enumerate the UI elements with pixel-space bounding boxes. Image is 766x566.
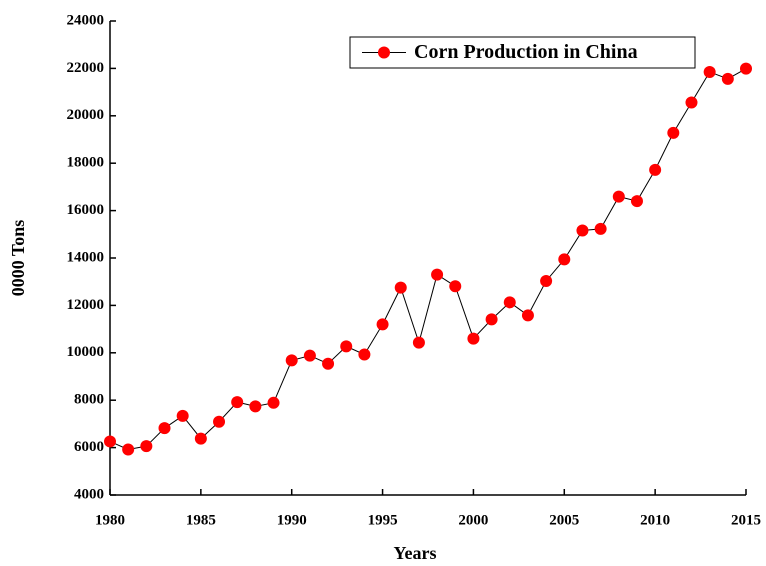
data-point xyxy=(558,253,571,266)
data-point xyxy=(521,309,534,322)
x-tick-label: 2010 xyxy=(640,512,670,528)
x-tick-label: 1985 xyxy=(186,512,216,528)
y-tick-label: 22000 xyxy=(67,60,105,76)
y-tick-label: 14000 xyxy=(67,249,105,265)
y-tick-label: 12000 xyxy=(67,297,105,313)
data-point xyxy=(285,354,298,367)
data-point xyxy=(685,96,698,109)
data-point xyxy=(594,222,607,235)
data-point xyxy=(267,396,280,409)
y-tick-label: 10000 xyxy=(67,344,105,360)
x-tick-label: 1980 xyxy=(95,512,125,528)
data-point xyxy=(667,126,680,139)
data-point xyxy=(213,415,226,428)
data-point xyxy=(303,349,316,362)
data-point xyxy=(340,340,353,353)
data-point xyxy=(249,400,262,413)
data-point xyxy=(322,357,335,370)
y-tick-label: 4000 xyxy=(74,486,104,502)
data-point xyxy=(485,313,498,326)
data-point xyxy=(394,281,407,294)
data-point xyxy=(649,163,662,176)
data-point xyxy=(630,195,643,208)
data-point xyxy=(540,274,553,287)
x-tick-label: 1990 xyxy=(277,512,307,528)
data-point xyxy=(376,318,389,331)
data-point xyxy=(503,296,516,309)
data-point xyxy=(740,62,752,75)
data-point xyxy=(576,224,589,237)
x-tick-label: 1995 xyxy=(368,512,398,528)
legend-label: Corn Production in China xyxy=(414,41,638,63)
y-tick-label: 24000 xyxy=(67,12,105,28)
data-point xyxy=(467,332,480,345)
series-line xyxy=(109,68,747,451)
y-tick-label: 18000 xyxy=(67,155,105,171)
data-point xyxy=(703,65,716,78)
data-point xyxy=(194,432,207,445)
y-axis-label: 0000 Tons xyxy=(8,220,28,297)
x-axis-label: Years xyxy=(394,543,437,563)
x-tick-label: 2005 xyxy=(549,512,579,528)
x-tick-label: 2015 xyxy=(731,512,761,528)
data-point xyxy=(140,440,153,453)
data-point xyxy=(104,435,116,448)
legend-box xyxy=(349,36,696,69)
legend-marker xyxy=(378,46,390,59)
data-point xyxy=(358,348,371,361)
data-point xyxy=(122,443,135,456)
data-point xyxy=(158,422,171,435)
data-point xyxy=(431,268,444,281)
y-tick-label: 6000 xyxy=(74,439,104,455)
y-tick-label: 8000 xyxy=(74,392,104,408)
data-point xyxy=(412,336,425,349)
y-tick-label: 20000 xyxy=(67,107,105,123)
y-tick-label: 16000 xyxy=(67,202,105,218)
data-point xyxy=(231,396,244,409)
data-point xyxy=(176,409,189,422)
data-point xyxy=(449,280,462,293)
x-tick-label: 2000 xyxy=(458,512,488,528)
data-point xyxy=(721,72,734,85)
data-point xyxy=(612,190,625,203)
